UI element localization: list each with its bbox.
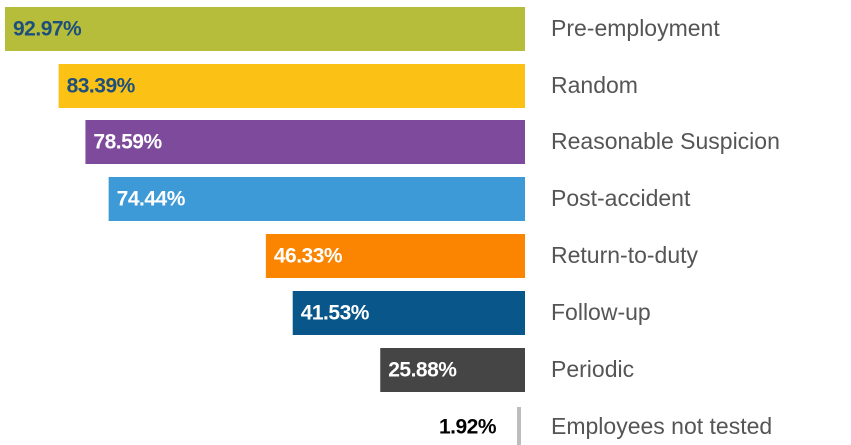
bar	[5, 7, 525, 51]
value-label: 83.39%	[67, 75, 136, 98]
category-label: Reasonable Suspicion	[551, 128, 780, 154]
category-label: Return-to-duty	[551, 242, 699, 268]
bar	[517, 407, 521, 445]
bar	[292, 291, 525, 335]
value-label: 92.97%	[13, 18, 82, 41]
bar	[265, 234, 525, 278]
value-label: 74.44%	[117, 188, 186, 211]
bar	[108, 177, 526, 221]
category-label: Employees not tested	[551, 413, 772, 439]
category-label: Pre-employment	[551, 15, 720, 41]
bar	[380, 348, 525, 392]
value-label: 1.92%	[439, 416, 497, 439]
category-label: Periodic	[551, 356, 634, 382]
value-label: 41.53%	[301, 302, 370, 325]
value-label: 78.59%	[93, 131, 162, 154]
category-label: Follow-up	[551, 299, 651, 325]
value-label: 25.88%	[388, 359, 457, 382]
value-label: 46.33%	[274, 245, 343, 268]
category-label: Random	[551, 72, 638, 98]
category-label: Post-accident	[551, 185, 691, 211]
bar	[85, 120, 526, 164]
bar	[58, 64, 525, 108]
